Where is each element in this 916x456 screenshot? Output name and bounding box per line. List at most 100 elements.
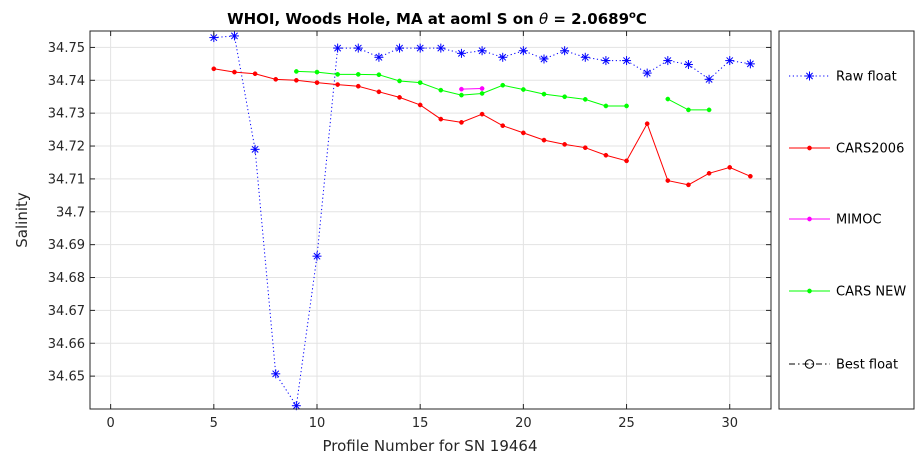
x-tick-label: 0 <box>106 416 114 431</box>
cars2006-point <box>232 69 237 75</box>
y-axis-label: Salinity <box>13 192 31 248</box>
cars-new-point <box>479 91 485 96</box>
raw-float-point <box>374 52 384 62</box>
cars2006-point <box>376 89 382 95</box>
raw-float-point <box>333 43 343 53</box>
legend-cars2006-marker <box>807 145 812 151</box>
cars2006-point <box>748 173 753 179</box>
x-tick-label: 20 <box>515 416 532 431</box>
title-value: = 2.0689 <box>548 10 629 28</box>
cars-new-point <box>314 69 320 75</box>
raw-float-point <box>725 56 735 66</box>
cars-new-point <box>397 78 402 84</box>
cars2006-point <box>397 95 402 100</box>
x-axis-label: Profile Number for SN 19464 <box>322 437 537 455</box>
raw-float-point <box>415 43 425 53</box>
y-tick-label: 34.68 <box>48 271 85 286</box>
y-tick-label: 34.65 <box>48 370 85 385</box>
plot-frame <box>89 30 772 410</box>
axis-ticks: 0 5 10 15 20 25 30 34.65 34.66 34.67 34.68 34.69 34.… <box>48 31 771 431</box>
raw-float-point <box>498 52 508 62</box>
cars2006-point <box>211 66 217 72</box>
cars2006-point <box>644 121 650 127</box>
cars2006-point <box>459 120 464 125</box>
y-tick-label: 34.75 <box>48 41 85 56</box>
raw-float-point <box>477 46 487 56</box>
cars-new-point <box>355 72 361 77</box>
raw-float-point <box>539 54 549 64</box>
x-tick-label: 30 <box>721 416 738 431</box>
cars2006-point <box>294 77 299 83</box>
cars2006-point <box>521 130 526 136</box>
cars-new-point <box>521 87 526 92</box>
cars2006-point <box>355 83 361 89</box>
cars-new-point <box>294 69 299 74</box>
cars-new-point <box>417 80 423 85</box>
cars-new-point <box>706 107 712 113</box>
legend-box <box>778 30 915 410</box>
x-tick-label: 15 <box>412 416 429 431</box>
y-tick-label: 34.74 <box>48 74 85 89</box>
raw-float-point <box>704 74 714 84</box>
legend: Raw float CARS2006 MIMOC CARS NEW Best float <box>789 70 906 373</box>
x-tick-label: 5 <box>210 416 218 431</box>
raw-float-point <box>601 56 611 66</box>
cars-new-point <box>459 92 464 98</box>
raw-float-point <box>456 48 466 58</box>
raw-float-point <box>250 144 260 154</box>
cars2006-point <box>562 142 567 147</box>
legend-cars-new-label: CARS NEW <box>836 285 906 300</box>
cars-new-point <box>376 72 382 78</box>
cars2006-point <box>665 178 671 183</box>
cars-new-point <box>686 107 691 113</box>
legend-cars-new-marker <box>807 288 812 294</box>
raw-float-point <box>229 31 239 41</box>
y-tick-label: 34.7 <box>56 205 85 220</box>
raw-float-point <box>642 68 652 78</box>
cars2006-point <box>417 102 423 108</box>
cars2006-point <box>582 145 588 151</box>
cars2006-point <box>252 71 258 77</box>
cars-new-point <box>438 87 444 93</box>
y-tick-label: 34.72 <box>48 140 85 155</box>
raw-float-point <box>395 43 405 53</box>
cars2006-point <box>727 165 733 170</box>
cars-new-point <box>582 97 588 102</box>
chart-title: WHOI, Woods Hole, MA at aoml S on θ = 2.… <box>227 10 647 28</box>
raw-float-point <box>312 251 322 261</box>
legend-raw-float-marker <box>805 71 814 81</box>
y-tick-label: 34.69 <box>48 238 85 253</box>
raw-float-point <box>560 46 570 56</box>
title-degree: o <box>629 10 636 21</box>
raw-float-point <box>683 60 693 70</box>
legend-raw-float-label: Raw float <box>836 70 897 85</box>
y-tick-label: 34.66 <box>48 337 85 352</box>
x-tick-label: 25 <box>618 416 635 431</box>
cars-new-point <box>335 72 340 77</box>
legend-best-float-label: Best float <box>836 358 898 373</box>
cars2006-point <box>314 80 320 85</box>
raw-float-point <box>271 369 281 379</box>
x-tick-label: 10 <box>309 416 326 431</box>
cars-new-point <box>665 96 671 102</box>
cars-new-point <box>603 103 609 109</box>
y-tick-label: 34.73 <box>48 107 85 122</box>
y-tick-label: 34.71 <box>48 172 85 187</box>
mimoc-point <box>479 86 485 91</box>
cars2006-point <box>706 170 712 176</box>
raw-float-point <box>745 59 755 69</box>
cars2006-point <box>603 152 609 158</box>
cars2006-point <box>500 123 506 129</box>
title-theta: θ <box>539 10 548 28</box>
cars2006-point <box>624 158 629 164</box>
mimoc-line <box>461 88 483 90</box>
cars2006-point <box>479 111 485 117</box>
cars-new-point <box>562 94 567 100</box>
series-layer <box>209 31 755 411</box>
cars2006-point <box>541 137 547 143</box>
cars2006-point <box>438 116 444 122</box>
cars2006-point <box>686 182 691 188</box>
grid-lines <box>90 31 771 409</box>
cars-new-point <box>541 91 547 97</box>
